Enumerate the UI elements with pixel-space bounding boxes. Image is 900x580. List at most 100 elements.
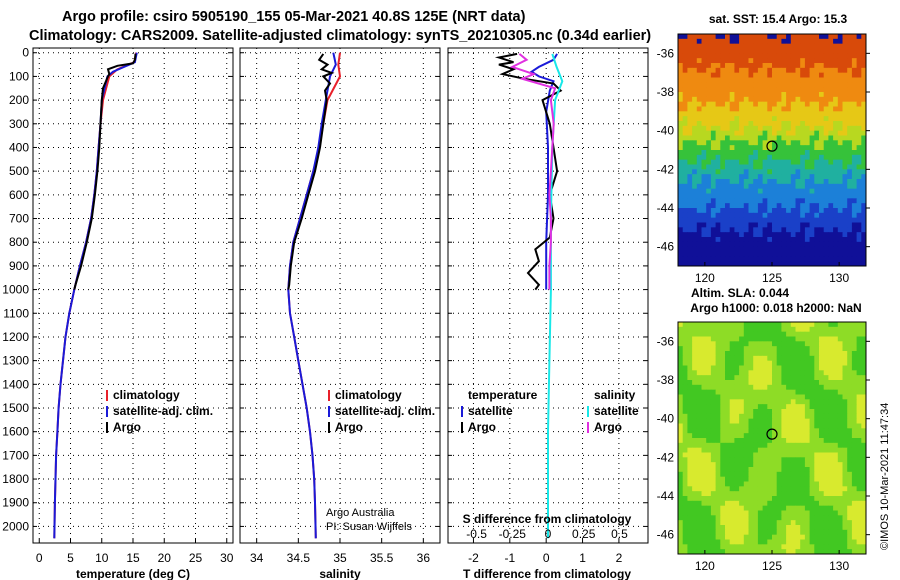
map-cell (743, 380, 749, 386)
map-cell (781, 92, 787, 98)
map-cell (725, 500, 731, 507)
map-cell (701, 355, 707, 362)
map-cell (786, 63, 792, 69)
map-cell (710, 241, 716, 248)
map-cell (819, 159, 825, 165)
map-cell (710, 96, 716, 103)
map-cell (814, 72, 820, 78)
map-cell (851, 237, 857, 243)
map-cell (743, 101, 749, 107)
map-cell (748, 34, 754, 40)
map-cell (706, 442, 712, 449)
map-cell (678, 34, 684, 40)
map-cell (706, 121, 712, 127)
map-cell (682, 529, 688, 536)
map-cell (819, 106, 825, 112)
map-cell (734, 491, 740, 497)
map-cell (748, 130, 754, 136)
map-cell (786, 442, 792, 449)
map-cell (682, 222, 688, 228)
map-cell (804, 375, 810, 381)
map-cell (692, 96, 698, 103)
map-cell (710, 462, 716, 468)
map-cell (734, 500, 740, 507)
map-cell (739, 208, 745, 214)
map-cell (847, 409, 853, 415)
map-cell (692, 418, 698, 424)
map-cell (743, 198, 749, 204)
map-cell (682, 525, 688, 531)
map-cell (851, 58, 857, 64)
map-cell (739, 140, 745, 146)
map-cell (776, 174, 782, 180)
map-cell (828, 423, 834, 429)
map-cell (720, 227, 726, 233)
map-cell (842, 418, 848, 424)
map-cell (753, 467, 759, 473)
map-cell (842, 140, 848, 146)
map-cell (856, 227, 862, 233)
map-cell (682, 510, 688, 516)
map-cell (847, 534, 853, 540)
map-cell (814, 246, 820, 252)
map-cell (823, 67, 829, 74)
map-cell (701, 241, 707, 248)
map-cell (725, 380, 731, 386)
map-cell (753, 423, 759, 429)
map-cell (833, 140, 839, 146)
map-cell (828, 457, 834, 463)
map-cell (776, 135, 782, 141)
map-cell (856, 203, 862, 209)
map-cell (781, 193, 787, 199)
map-cell (734, 452, 740, 458)
map-cell (682, 438, 688, 444)
map-cell (710, 515, 716, 521)
map-cell (687, 198, 693, 204)
map-cell (725, 217, 731, 223)
map-lon-tick-label: 120 (695, 271, 715, 285)
map-cell (739, 222, 745, 228)
map-cell (739, 476, 745, 482)
map-cell (687, 241, 693, 248)
salinity-x-tick-label: 36 (417, 551, 431, 565)
map-cell (682, 212, 688, 219)
map-cell (687, 159, 693, 165)
map-cell (823, 544, 829, 550)
map-cell (753, 169, 759, 175)
map-cell (748, 549, 754, 555)
map-cell (795, 389, 801, 395)
map-cell (720, 145, 726, 151)
map-cell (795, 360, 801, 366)
map-cell (706, 159, 712, 165)
map-cell (706, 34, 712, 40)
map-cell (837, 360, 843, 366)
map-cell (776, 409, 782, 415)
map-cell (762, 208, 768, 214)
map-cell (814, 549, 820, 555)
map-cell (786, 370, 792, 376)
map-cell (804, 43, 810, 49)
map-cell (739, 48, 745, 54)
map-cell (696, 92, 702, 98)
map-cell (851, 384, 857, 391)
map-cell (800, 534, 806, 540)
map-cell (776, 87, 782, 93)
map-cell (800, 125, 806, 132)
map-cell (856, 101, 862, 107)
map-cell (687, 121, 693, 127)
map-cell (786, 38, 792, 45)
map-cell (743, 43, 749, 49)
map-cell (851, 394, 857, 400)
map-cell (687, 96, 693, 103)
map-cell (748, 261, 754, 267)
map-cell (767, 496, 773, 502)
map-cell (701, 326, 707, 333)
map-cell (861, 510, 867, 516)
map-cell (851, 188, 857, 194)
map-cell (851, 116, 857, 122)
map-cell (856, 92, 862, 98)
map-cell (828, 82, 834, 88)
map-cell (800, 96, 806, 103)
map-cell (701, 380, 707, 386)
map-cell (790, 208, 796, 214)
